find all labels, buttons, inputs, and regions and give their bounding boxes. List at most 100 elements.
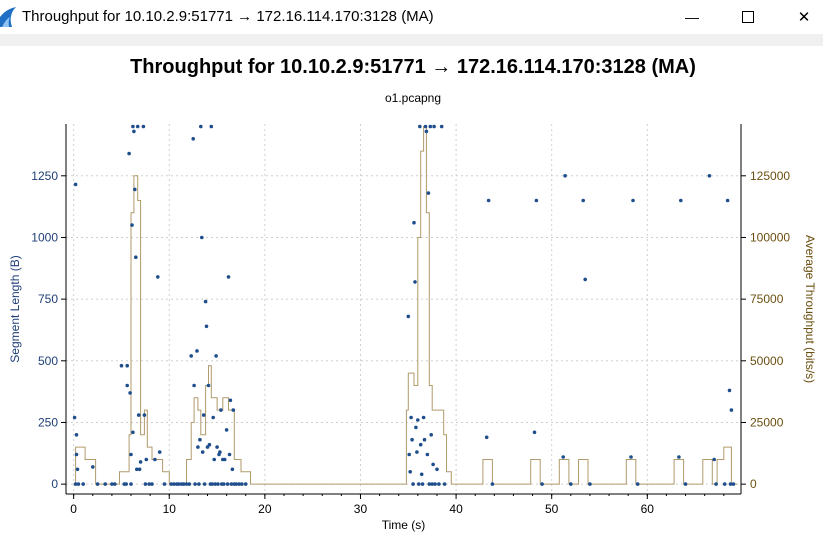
y-tick-label: 250 — [38, 415, 58, 429]
segment-point — [129, 452, 133, 457]
segment-point — [435, 467, 439, 472]
segment-point — [428, 124, 433, 129]
segment-point — [222, 482, 226, 486]
segment-point — [199, 124, 203, 129]
y-axis-label: Segment Length (B) — [8, 255, 22, 362]
segment-point — [423, 124, 428, 129]
segment-point — [132, 129, 136, 134]
segment-point — [127, 151, 131, 156]
wireshark-fin-icon — [0, 7, 16, 27]
segment-point — [181, 482, 186, 486]
segment-point — [432, 124, 436, 129]
segment-point — [484, 435, 489, 440]
segment-point — [169, 482, 173, 486]
segment-point — [588, 482, 592, 486]
segment-point — [439, 124, 444, 129]
segment-point — [191, 137, 195, 141]
segment-point — [722, 482, 727, 486]
segment-point — [131, 430, 135, 435]
segment-point — [150, 482, 154, 486]
segment-point — [73, 182, 78, 187]
segment-point — [81, 482, 85, 486]
segment-point — [635, 482, 640, 486]
maximize-button[interactable] — [725, 0, 771, 34]
segment-point — [712, 457, 716, 462]
segment-point — [729, 408, 734, 412]
segment-point — [714, 482, 718, 486]
segment-point — [142, 413, 147, 417]
segment-point — [631, 198, 635, 203]
close-button[interactable]: ✕ — [781, 0, 823, 34]
segment-point — [430, 482, 435, 486]
x-tick-label: 10 — [163, 502, 177, 516]
segment-point — [731, 482, 736, 486]
segment-point — [229, 482, 234, 486]
segment-point — [725, 198, 730, 203]
segment-point — [425, 452, 430, 457]
segment-point — [75, 467, 80, 472]
segment-point — [198, 437, 202, 442]
y2-tick-label: 50000 — [750, 354, 784, 368]
segment-point — [206, 383, 211, 388]
segment-point — [418, 442, 423, 447]
segment-point — [162, 482, 167, 486]
segment-point — [129, 482, 133, 486]
segment-point — [226, 275, 231, 279]
segment-point — [197, 482, 201, 486]
segment-point — [73, 482, 78, 486]
window-title: Throughput for 10.10.2.9:51771 → 172.16.… — [22, 8, 434, 25]
segment-point — [204, 324, 209, 329]
segment-point — [222, 457, 227, 462]
chart-title: Throughput for 10.10.2.9:51771 → 172.16.… — [130, 56, 696, 78]
segment-point — [215, 445, 219, 449]
segment-point — [200, 235, 204, 240]
segment-point — [727, 388, 732, 393]
y2-tick-label: 125000 — [750, 169, 790, 183]
segment-point — [172, 482, 176, 486]
segment-point — [224, 428, 229, 432]
segment-point — [230, 467, 235, 472]
segment-point — [143, 482, 148, 486]
segment-point — [213, 482, 217, 486]
minimize-icon: — — [685, 9, 699, 25]
segment-point — [429, 433, 434, 437]
segment-point — [409, 415, 413, 420]
segment-point — [227, 452, 232, 457]
segment-point — [95, 482, 100, 486]
segment-point — [437, 482, 441, 486]
y-tick-label: 1250 — [31, 169, 58, 183]
segment-point — [415, 450, 419, 454]
segment-point — [214, 354, 218, 358]
segment-point — [157, 450, 162, 454]
segment-point — [189, 354, 193, 358]
segment-point — [131, 124, 135, 129]
segment-point — [137, 467, 142, 472]
segment-point — [156, 275, 160, 279]
segment-point — [540, 482, 544, 486]
x-axis-label: Time (s) — [382, 518, 426, 532]
chart-subtitle: o1.pcapng — [384, 91, 442, 105]
segment-point — [200, 450, 205, 454]
segment-point — [416, 418, 420, 422]
segment-point — [413, 280, 417, 284]
segment-point — [406, 314, 411, 319]
segment-point — [677, 455, 681, 459]
segment-point — [135, 467, 139, 472]
segment-point — [424, 129, 429, 134]
segment-point — [74, 433, 79, 437]
segment-point — [141, 124, 146, 129]
segment-point — [211, 415, 215, 420]
segment-point — [177, 482, 181, 486]
segment-point — [195, 349, 199, 353]
y-tick-label: 500 — [38, 354, 58, 368]
minimize-button[interactable]: — — [669, 0, 715, 34]
graph-area[interactable] — [0, 46, 823, 540]
x-tick-label: 60 — [641, 502, 655, 516]
segment-point — [532, 430, 537, 435]
segment-point — [144, 457, 149, 462]
segment-point — [103, 482, 107, 486]
segment-point — [110, 482, 114, 486]
x-tick-label: 20 — [258, 502, 272, 516]
segment-point — [683, 482, 688, 486]
